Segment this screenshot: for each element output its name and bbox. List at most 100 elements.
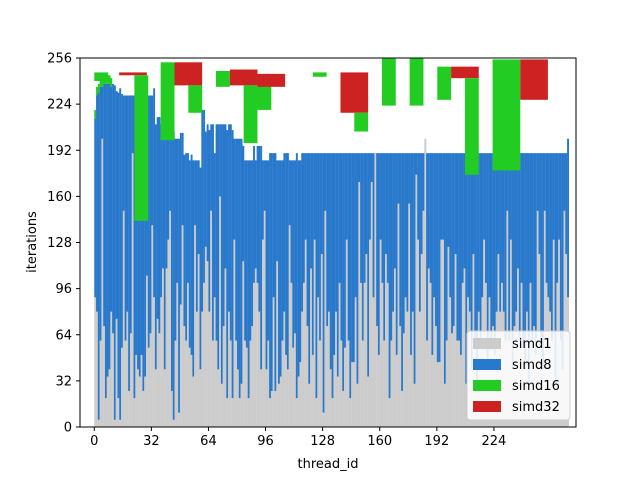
simd8-bar-segment	[515, 153, 518, 312]
simd1-bar-segment	[338, 282, 341, 427]
simd1-bar-segment	[399, 326, 402, 427]
simd8-bar-segment	[427, 153, 430, 269]
simd8-bar-segment	[474, 153, 477, 341]
x-axis-ticks: 0 32 64 96 128 160 192 224	[90, 427, 506, 449]
simd8-bar-segment	[411, 153, 414, 312]
simd1-bar-segment	[294, 333, 297, 427]
simd1-bar-segment	[319, 340, 322, 427]
simd1-bar-segment	[367, 376, 370, 427]
simd1-bar-segment	[370, 181, 373, 427]
simd8-bar-segment	[286, 153, 289, 370]
simd1-bar-segment	[417, 239, 420, 427]
simd1-bar-segment	[167, 239, 170, 427]
simd8-bar-segment	[534, 153, 537, 355]
simd8-bar-segment	[240, 138, 243, 384]
simd8-bar-segment	[438, 153, 441, 363]
simd8-bar-segment	[452, 153, 455, 327]
simd8-bar-segment	[567, 138, 570, 298]
simd8-bar-segment	[121, 94, 123, 348]
simd8-bar-segment	[303, 153, 305, 283]
simd1-bar-segment	[392, 311, 395, 427]
simd1-bar-segment	[269, 398, 272, 427]
simd8-bar-segment	[394, 153, 396, 269]
y-tick-label: 192	[47, 144, 72, 159]
simd-blocks	[94, 58, 548, 221]
simd8-bar-segment	[163, 124, 166, 370]
simd8-bar-segment	[470, 153, 473, 370]
simd1-bar-segment	[395, 354, 398, 427]
x-axis-label: thread_id	[298, 457, 359, 472]
simd16-block	[437, 66, 452, 100]
simd8-bar-segment	[292, 160, 295, 348]
y-tick-label: 0	[64, 421, 72, 436]
simd8-bar-segment	[388, 153, 391, 399]
simd1-bar-segment	[433, 297, 436, 427]
simd32-block	[257, 73, 286, 87]
simd1-bar-segment	[204, 246, 207, 427]
simd1-bar-segment	[358, 181, 361, 427]
simd1-bar-segment	[274, 390, 277, 427]
simd1-bar-segment	[220, 383, 223, 427]
simd1-bar-segment	[345, 239, 348, 427]
simd1-bar-segment	[170, 390, 173, 427]
simd1-bar-segment	[242, 261, 245, 427]
simd1-bar-segment	[137, 369, 140, 427]
simd8-bar-segment	[178, 138, 181, 413]
simd8-bar-segment	[235, 138, 238, 341]
simd1-bar-segment	[461, 282, 464, 427]
simd8-bar-segment	[133, 95, 136, 399]
simd8-bar-segment	[135, 98, 138, 355]
simd1-bar-segment	[451, 333, 454, 427]
simd1-bar-segment	[222, 326, 225, 427]
simd1-bar-segment	[317, 297, 320, 427]
simd1-bar-segment	[365, 254, 368, 427]
simd1-bar-segment	[328, 311, 330, 427]
simd1-bar-segment	[237, 369, 239, 427]
simd1-bar-segment	[333, 354, 336, 427]
simd1-bar-segment	[374, 153, 377, 427]
simd8-bar-segment	[392, 153, 395, 312]
simd1-bar-segment	[315, 398, 318, 427]
simd1-bar-segment	[406, 311, 409, 427]
simd8-bar-segment	[299, 160, 302, 363]
simd8-bar-segment	[278, 160, 280, 384]
simd8-bar-segment	[229, 124, 232, 341]
y-axis-ticks: 0 32 64 96 128 160 192 224 256	[47, 52, 80, 436]
simd1-bar-segment	[201, 311, 204, 427]
simd1-bar-segment	[110, 311, 113, 427]
simd1-bar-segment	[235, 340, 238, 427]
simd8-bar-segment	[445, 153, 448, 341]
simd8-bar-segment	[237, 138, 239, 370]
simd1-bar-segment	[181, 225, 184, 427]
simd1-bar-segment	[117, 398, 120, 427]
simd8-bar-segment	[204, 131, 207, 247]
legend-box	[466, 330, 571, 421]
simd1-bar-segment	[465, 383, 468, 427]
simd8-bar-segment	[242, 145, 245, 262]
simd8-bar-segment	[172, 131, 175, 420]
simd8-bar-segment	[476, 153, 479, 384]
simd8-bar-segment	[458, 153, 461, 341]
simd1-bar-segment	[260, 369, 263, 427]
simd8-bar-segment	[454, 153, 457, 255]
simd1-bar-segment	[172, 419, 175, 427]
simd1-bar-segment	[443, 383, 446, 427]
simd8-bar-segment	[543, 153, 546, 211]
simd8-bar-segment	[263, 160, 266, 211]
simd1-bar-segment	[174, 340, 177, 427]
simd8-bar-segment	[274, 153, 277, 391]
simd8-bar-segment	[260, 145, 263, 370]
simd1-bar-segment	[372, 297, 375, 427]
simd1-bar-segment	[436, 362, 439, 427]
simd1-bar-segment	[463, 268, 466, 427]
simd1-bar-segment	[369, 239, 371, 427]
simd8-bar-segment	[103, 83, 106, 327]
simd1-bar-segment	[299, 362, 302, 427]
simd8-bar-segment	[94, 118, 97, 298]
simd1-bar-segment	[426, 340, 429, 427]
simd8-bar-segment	[187, 153, 189, 283]
simd8-bar-segment	[96, 95, 98, 312]
simd8-bar-segment	[251, 160, 254, 327]
simd1-bar-segment	[187, 282, 189, 427]
simd1-bar-segment	[108, 369, 111, 427]
